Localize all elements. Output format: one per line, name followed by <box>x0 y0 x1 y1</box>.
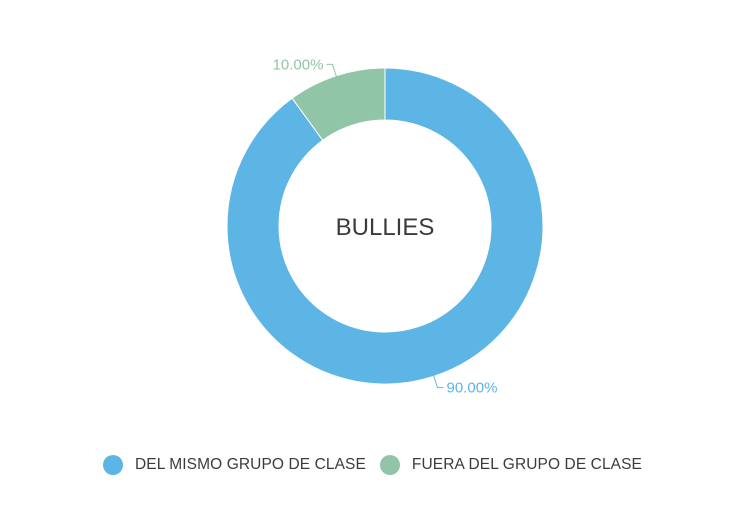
legend-label-0: DEL MISMO GRUPO DE CLASE <box>134 456 366 473</box>
chart-legend: DEL MISMO GRUPO DE CLASE FUERA DEL GRUPO… <box>0 455 745 475</box>
legend-item-0[interactable]: DEL MISMO GRUPO DE CLASE <box>102 455 366 475</box>
leader-line-0 <box>432 374 444 389</box>
legend-swatch-0 <box>102 455 123 475</box>
slice-labels: 90.00% 10.00% <box>273 56 498 396</box>
data-label-1: 10.00% <box>273 56 324 73</box>
donut-slice-0[interactable] <box>226 67 544 385</box>
donut-slices <box>226 67 544 385</box>
chart-title: BULLIES <box>336 214 435 241</box>
legend-swatch-1 <box>379 455 400 475</box>
legend-label-1: FUERA DEL GRUPO DE CLASE <box>411 456 643 473</box>
data-label-0: 90.00% <box>447 380 498 397</box>
legend-item-1[interactable]: FUERA DEL GRUPO DE CLASE <box>379 455 643 475</box>
donut-slice-1[interactable] <box>291 67 386 141</box>
leader-line-1 <box>326 63 338 78</box>
